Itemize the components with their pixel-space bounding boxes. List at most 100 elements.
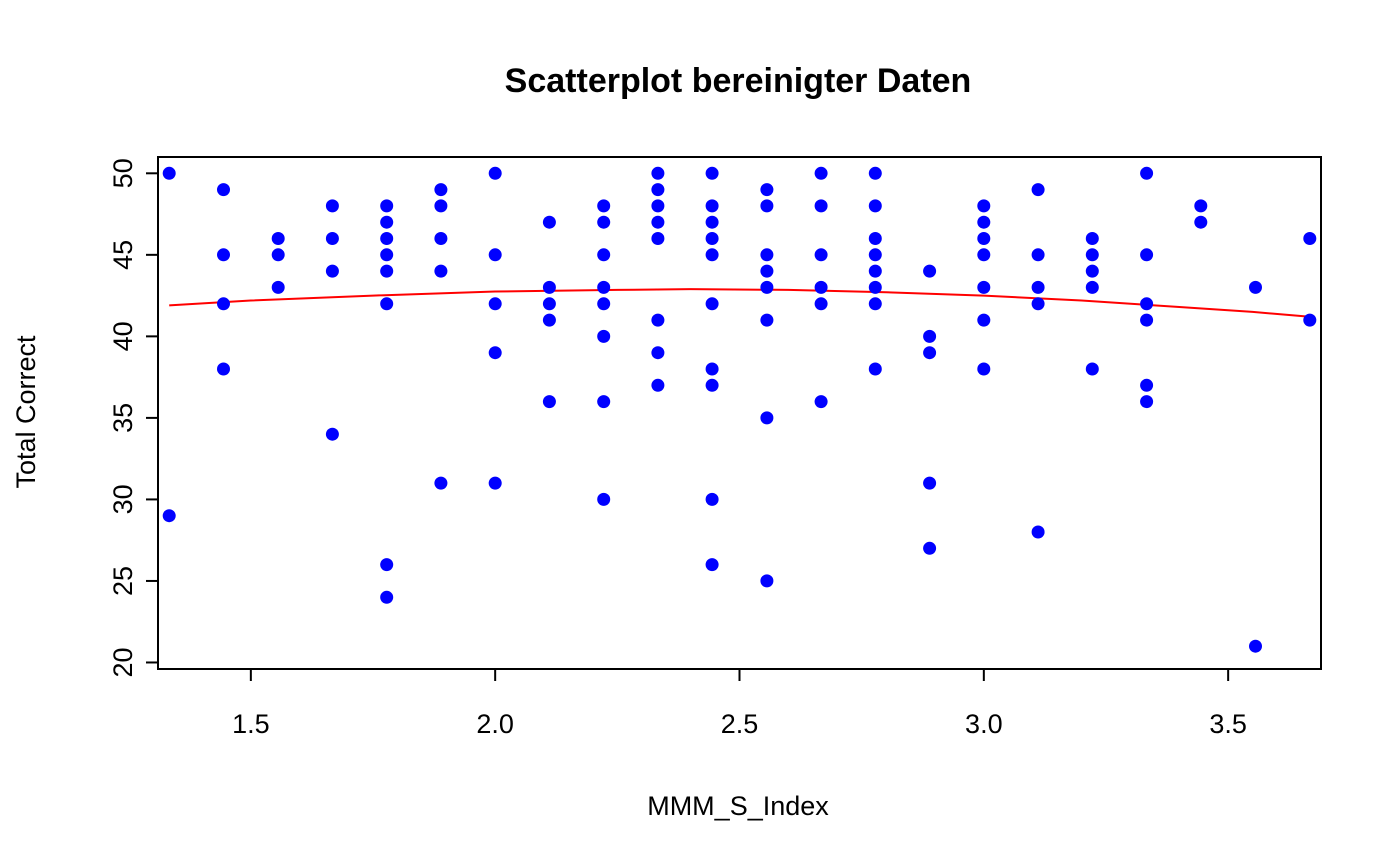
data-point: [923, 329, 937, 343]
trend-line: [169, 288, 1310, 318]
data-point: [760, 248, 774, 262]
data-point: [434, 264, 448, 278]
data-point: [217, 183, 230, 197]
data-point: [597, 329, 611, 343]
data-point: [868, 166, 882, 180]
data-point: [705, 232, 719, 245]
data-point: [760, 280, 774, 294]
data-point: [1303, 313, 1317, 327]
data-point: [597, 215, 611, 229]
data-point: [1085, 248, 1099, 262]
data-point: [271, 280, 285, 294]
data-point: [325, 427, 339, 441]
data-point: [814, 395, 828, 409]
data-point: [1194, 199, 1208, 213]
x-tick-label: 3.0: [965, 709, 1003, 739]
data-point: [488, 346, 502, 360]
data-point: [488, 476, 502, 490]
data-point: [977, 280, 991, 294]
data-points: [162, 166, 1317, 653]
data-point: [814, 248, 828, 262]
data-point: [705, 492, 719, 506]
data-point: [923, 476, 937, 490]
data-point: [162, 166, 176, 180]
data-point: [1031, 183, 1045, 197]
y-tick-label: 30: [108, 484, 138, 514]
data-point: [1031, 525, 1045, 539]
data-point: [923, 541, 937, 555]
data-point: [760, 411, 774, 425]
data-point: [542, 395, 556, 409]
data-point: [705, 248, 719, 262]
data-point: [760, 313, 774, 327]
x-axis: 1.5 2.0 2.5 3.0 3.5: [232, 668, 1247, 739]
data-point: [1140, 378, 1154, 392]
data-point: [760, 264, 774, 278]
data-point: [488, 166, 502, 180]
y-tick-label: 40: [108, 321, 138, 351]
data-point: [597, 199, 611, 213]
data-point: [868, 362, 882, 376]
data-point: [814, 199, 828, 213]
data-point: [760, 183, 774, 197]
data-point: [868, 199, 882, 213]
data-point: [325, 264, 339, 278]
data-point: [977, 232, 991, 245]
data-point: [651, 183, 665, 197]
data-point: [651, 166, 665, 180]
data-point: [1140, 166, 1154, 180]
data-point: [325, 199, 339, 213]
x-tick-label: 1.5: [232, 709, 270, 739]
y-tick-label: 50: [108, 158, 138, 188]
data-point: [217, 362, 230, 376]
data-point: [651, 199, 665, 213]
data-point: [868, 232, 882, 245]
y-axis: 20 25 30 35 40 45 50: [108, 158, 159, 678]
data-point: [814, 297, 828, 311]
data-point: [1303, 232, 1317, 245]
data-point: [434, 476, 448, 490]
data-point: [705, 378, 719, 392]
data-point: [434, 199, 448, 213]
data-point: [488, 248, 502, 262]
y-tick-label: 35: [108, 403, 138, 433]
data-point: [1249, 280, 1262, 294]
data-point: [1031, 248, 1045, 262]
data-point: [977, 199, 991, 213]
data-point: [380, 590, 394, 604]
data-point: [977, 248, 991, 262]
data-point: [488, 297, 502, 311]
data-point: [977, 215, 991, 229]
data-point: [542, 313, 556, 327]
data-point: [651, 346, 665, 360]
data-point: [705, 215, 719, 229]
data-point: [1085, 232, 1099, 245]
y-tick-label: 45: [108, 240, 138, 270]
data-point: [1031, 297, 1045, 311]
data-point: [380, 199, 394, 213]
data-point: [705, 362, 719, 376]
data-point: [380, 215, 394, 229]
data-point: [1085, 280, 1099, 294]
data-point: [651, 215, 665, 229]
y-tick-label: 25: [108, 566, 138, 596]
x-axis-label: MMM_S_Index: [647, 791, 829, 821]
data-point: [1140, 248, 1154, 262]
data-point: [814, 280, 828, 294]
data-point: [380, 248, 394, 262]
data-point: [977, 313, 991, 327]
data-point: [1031, 280, 1045, 294]
data-point: [1085, 264, 1099, 278]
data-point: [217, 248, 230, 262]
chart-title: Scatterplot bereinigter Daten: [505, 62, 972, 100]
data-point: [868, 248, 882, 262]
data-point: [162, 509, 176, 523]
data-point: [1249, 639, 1262, 653]
data-point: [271, 248, 285, 262]
data-point: [597, 297, 611, 311]
data-point: [760, 574, 774, 588]
data-point: [217, 297, 230, 311]
data-point: [651, 378, 665, 392]
x-tick-label: 2.5: [721, 709, 759, 739]
